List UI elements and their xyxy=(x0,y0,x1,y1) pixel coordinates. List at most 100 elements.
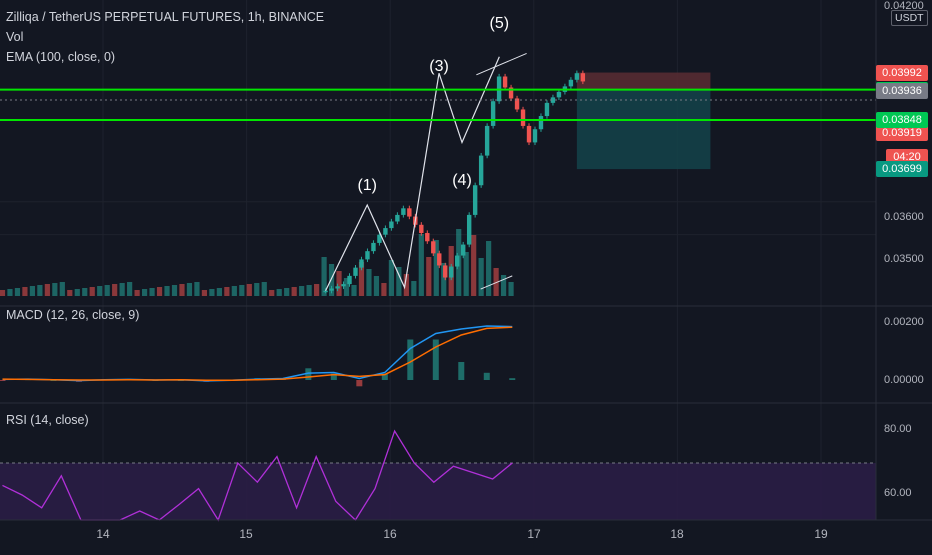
macd-hist-7 xyxy=(177,380,184,381)
candle-body-10 xyxy=(383,228,388,235)
volume-bar-51 xyxy=(381,283,387,296)
price-tag-4: 04:20 xyxy=(886,149,928,165)
level-lines[interactable] xyxy=(0,88,876,121)
volume-bar-32 xyxy=(239,285,245,296)
volume-bar-17 xyxy=(127,282,133,296)
candle-body-43 xyxy=(580,73,586,82)
wave-label-3[interactable]: (5) xyxy=(489,15,510,33)
volume-bar-30 xyxy=(224,287,230,296)
volume-bar-45 xyxy=(336,271,342,296)
candle-body-42 xyxy=(574,73,580,80)
candle-body-17 xyxy=(425,233,430,242)
candle-body-31 xyxy=(508,87,514,99)
volume-bar-6 xyxy=(44,284,50,296)
volume-bar-21 xyxy=(156,287,163,296)
candle-body-28 xyxy=(490,101,496,126)
candle-body-18 xyxy=(431,241,436,254)
volume-bar-36 xyxy=(269,290,275,296)
volume-bar-40 xyxy=(299,286,305,296)
signal-line xyxy=(2,326,513,382)
volume-bar-55 xyxy=(411,281,417,296)
macd-hist-2 xyxy=(50,380,57,381)
wedge-upper-line xyxy=(476,52,527,76)
macd-hist-17 xyxy=(432,339,439,380)
volume-bar-19 xyxy=(141,289,148,296)
candle-body-7 xyxy=(365,251,370,260)
candle-body-24 xyxy=(466,214,472,245)
price-tag-6: 0.03699 xyxy=(876,161,928,178)
candle-body-2 xyxy=(335,286,340,289)
candle-body-41 xyxy=(568,79,574,87)
price-tag-0: 0.03992 xyxy=(876,64,928,81)
position-box[interactable] xyxy=(576,72,711,170)
macd-hist-0 xyxy=(0,380,6,381)
candle-body-35 xyxy=(532,129,538,143)
volume-bar-29 xyxy=(216,288,222,296)
candle-body-26 xyxy=(478,155,484,186)
rsi-band xyxy=(0,463,876,520)
volume-bar-14 xyxy=(104,285,110,296)
time-tick-19: 19 xyxy=(814,527,828,541)
candle-body-12 xyxy=(395,214,400,222)
candle-body-16 xyxy=(419,224,424,234)
volume-bar-68 xyxy=(508,282,514,296)
macd-hist-16 xyxy=(407,339,414,380)
macd-hist-14 xyxy=(356,380,363,387)
volume-bar-20 xyxy=(149,288,155,296)
volume-bar-64 xyxy=(478,258,484,296)
rsi-tick-60: 60.00 xyxy=(884,487,912,499)
volume-legend[interactable]: Vol xyxy=(6,30,24,44)
macd-hist-13 xyxy=(330,373,337,380)
volume-bar-54 xyxy=(403,274,409,296)
time-tick-14: 14 xyxy=(96,527,110,541)
volume-bar-39 xyxy=(291,287,297,296)
candle-body-0 xyxy=(323,290,328,293)
volume-bar-50 xyxy=(373,276,380,296)
candle-body-22 xyxy=(455,255,460,267)
macd-tick-zero: 0.00000 xyxy=(884,374,924,386)
wave-label-0[interactable]: (1) xyxy=(357,176,377,194)
candle-body-8 xyxy=(371,242,376,252)
candle-body-39 xyxy=(556,91,562,98)
volume-bar-1 xyxy=(7,289,13,296)
price-tick-top: 0.04200 xyxy=(884,0,924,12)
currency-label[interactable]: USDT xyxy=(891,10,928,26)
volume-bar-7 xyxy=(52,283,58,296)
time-tick-18: 18 xyxy=(670,527,684,541)
candle-body-6 xyxy=(359,259,364,268)
volume-bar-59 xyxy=(441,263,447,296)
candle-body-3 xyxy=(341,284,346,287)
chart-title[interactable]: Zilliqa / TetherUS PERPETUAL FUTURES, 1h… xyxy=(6,10,325,24)
volume-bar-53 xyxy=(396,267,402,296)
volume-bar-12 xyxy=(89,287,95,296)
volume-bar-22 xyxy=(164,286,170,296)
rsi-tick-80: 80.00 xyxy=(884,423,912,435)
ema-legend[interactable]: EMA (100, close, 0) xyxy=(6,50,116,64)
volume-bar-52 xyxy=(388,260,394,296)
candle-body-4 xyxy=(347,275,352,285)
volume-bar-62 xyxy=(463,252,469,296)
candle-body-11 xyxy=(389,221,394,229)
volume-bar-26 xyxy=(194,282,200,296)
volume-bar-63 xyxy=(471,235,477,296)
volume-bar-4 xyxy=(29,286,35,296)
candle-body-21 xyxy=(449,266,454,278)
candle-body-23 xyxy=(460,244,466,256)
wave-label-2[interactable]: (4) xyxy=(452,171,472,189)
target-zone xyxy=(576,89,711,170)
volume-bar-67 xyxy=(500,275,507,296)
drawings[interactable] xyxy=(325,52,527,291)
wave-label-1[interactable]: (3) xyxy=(429,57,449,75)
volume-trend-line xyxy=(480,275,513,290)
macd-hist-18 xyxy=(458,362,465,380)
price-tag-2: 0.03936 xyxy=(876,83,928,99)
macd-legend[interactable]: MACD (12, 26, close, 9) xyxy=(6,308,140,322)
rsi-legend[interactable]: RSI (14, close) xyxy=(6,413,89,427)
volume-bar-49 xyxy=(366,269,372,296)
volume-bar-3 xyxy=(22,287,28,296)
candle-body-38 xyxy=(550,97,556,103)
volume-bar-16 xyxy=(119,283,125,296)
volume-bar-18 xyxy=(134,290,140,296)
